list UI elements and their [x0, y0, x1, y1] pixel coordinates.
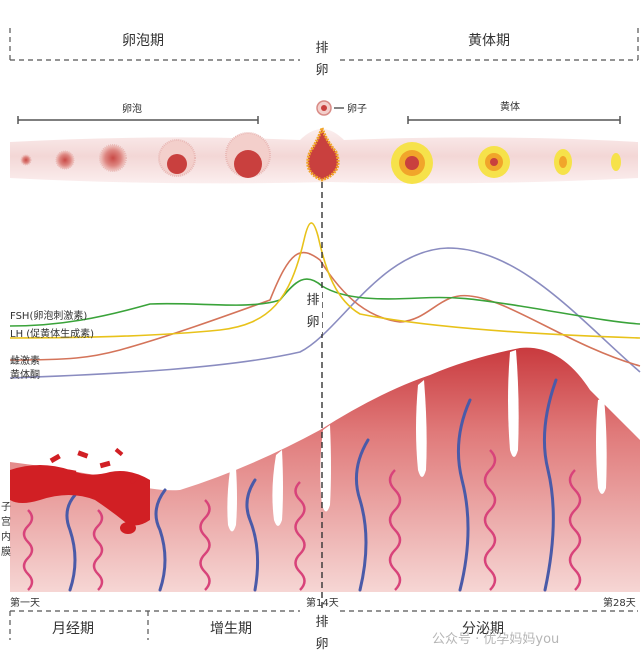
progesterone-label: 黄体酮: [10, 370, 40, 381]
corpus-luteum-label: 黄体: [500, 102, 520, 113]
follicle-bracket: [17, 116, 259, 124]
menstrual-phase-label: 月经期: [52, 621, 94, 637]
follicle-label: 卵泡: [122, 104, 142, 115]
estrogen-label: 雌激素: [10, 356, 40, 367]
menstrual-shedding: [10, 447, 150, 534]
fsh-curve: [9, 278, 641, 327]
ovulation-top-label-1: 排: [315, 41, 329, 56]
day-1-label: 第一天: [10, 598, 40, 609]
ovulation-mid-label-2: 卵: [304, 312, 322, 334]
lh-curve: [9, 222, 641, 339]
progesterone-curve: [9, 247, 641, 379]
estrogen-curve: [9, 251, 641, 367]
endometrial-glands: [227, 350, 607, 532]
top-frame: [9, 28, 639, 61]
fsh-label: FSH(卵泡刺激素): [10, 311, 88, 322]
corpus-luteum-4: [611, 153, 621, 171]
ovulation-bottom-label-1: 排: [315, 615, 329, 630]
watermark: 公众号 · 优孕妈妈you: [432, 632, 560, 647]
secretory-phase-label: 分泌期: [462, 621, 504, 637]
follicular-phase-label: 卵泡期: [122, 33, 164, 49]
corpus-luteum-bracket: [407, 116, 621, 124]
luteal-phase-label: 黄体期: [468, 33, 510, 49]
corpora-lutea: [391, 142, 621, 184]
endometrium-label-1: 子: [1, 502, 11, 513]
blood-vessels: [65, 378, 558, 592]
spiral-arteries: [22, 449, 582, 591]
endometrium-label-2: 宫: [1, 517, 11, 528]
ovulation-top-label-2: 卵: [315, 63, 329, 78]
lh-label: LH (促黄体生成素): [10, 329, 95, 340]
endometrium-label-4: 膜: [1, 547, 11, 558]
egg-label: 卵子: [347, 104, 367, 115]
day-14-label: 第14天: [306, 598, 339, 609]
follicle-2: [55, 150, 75, 170]
day-28-label: 第28天: [603, 598, 636, 609]
bottom-frame: [9, 610, 638, 640]
follicles: [20, 100, 344, 182]
proliferative-phase-label: 增生期: [210, 621, 252, 637]
endometrium-label-3: 内: [1, 532, 11, 543]
follicle-3: [99, 144, 127, 172]
follicle-1: [20, 154, 32, 166]
ovulation-bottom-label-2: 卵: [315, 637, 329, 652]
ovulating-follicle: [306, 123, 340, 182]
ovulation-mid-label-1: 排: [304, 290, 322, 312]
